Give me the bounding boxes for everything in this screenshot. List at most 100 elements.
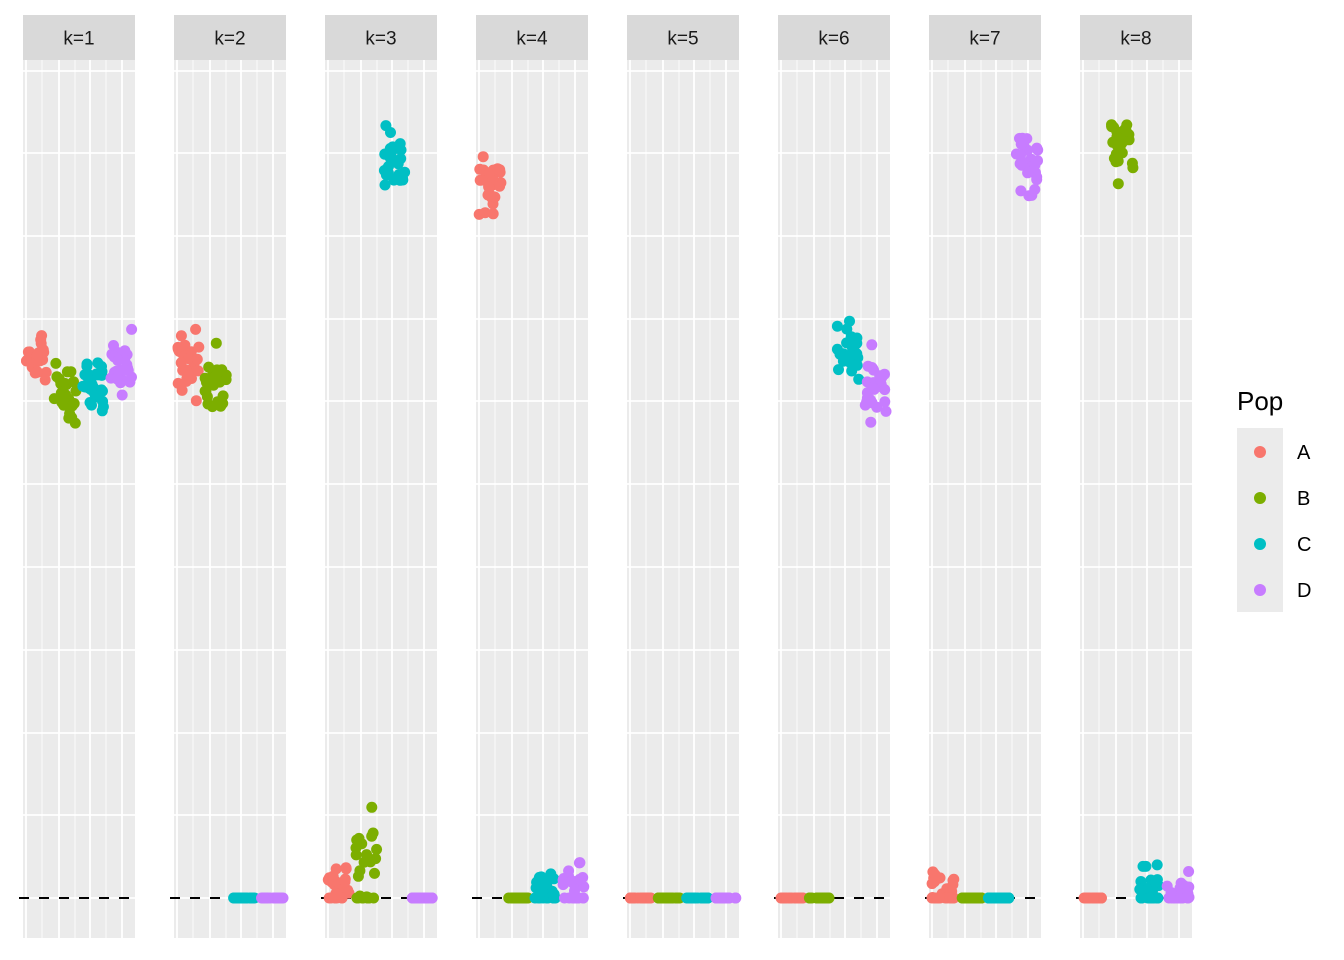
data-point-C bbox=[833, 364, 844, 376]
data-point-C bbox=[399, 166, 411, 178]
panel-background bbox=[23, 60, 135, 938]
data-point-C bbox=[1140, 860, 1152, 872]
panel-background bbox=[325, 60, 437, 938]
data-point-A bbox=[179, 339, 191, 351]
data-point-C bbox=[687, 892, 699, 904]
data-point-C bbox=[378, 165, 390, 176]
facet-strip-label: k=6 bbox=[818, 29, 849, 50]
data-point-B bbox=[206, 401, 218, 413]
data-point-D bbox=[112, 355, 124, 366]
facet-strip-label: k=1 bbox=[63, 29, 94, 50]
data-point-D bbox=[1016, 132, 1028, 144]
data-point-B bbox=[366, 801, 378, 813]
data-point-D bbox=[1029, 159, 1041, 171]
data-point-B bbox=[350, 842, 362, 854]
data-point-A bbox=[477, 151, 489, 163]
data-point-A bbox=[487, 208, 499, 220]
data-point-C bbox=[831, 320, 843, 332]
facet-strip bbox=[929, 15, 1041, 60]
data-point-D bbox=[865, 416, 877, 428]
legend-label-C: C bbox=[1297, 534, 1311, 556]
facet-strip bbox=[325, 15, 437, 60]
panel-background bbox=[778, 60, 890, 938]
data-point-B bbox=[1127, 162, 1139, 174]
data-point-A bbox=[190, 323, 202, 335]
panel-background bbox=[174, 60, 286, 938]
data-point-B bbox=[351, 834, 363, 846]
data-point-C bbox=[395, 144, 407, 156]
data-point-B bbox=[1120, 125, 1132, 137]
data-point-D bbox=[1015, 185, 1027, 197]
data-point-B bbox=[363, 892, 375, 904]
data-point-B bbox=[657, 892, 669, 904]
data-point-B bbox=[56, 391, 68, 403]
data-point-C bbox=[81, 360, 93, 372]
data-point-B bbox=[199, 385, 211, 397]
data-point-D bbox=[859, 399, 871, 411]
data-point-D bbox=[1029, 184, 1041, 195]
data-point-C bbox=[82, 377, 94, 389]
data-point-D bbox=[1175, 877, 1187, 889]
data-point-A bbox=[780, 892, 792, 904]
legend-key-A bbox=[1254, 446, 1266, 458]
data-point-B bbox=[811, 892, 822, 904]
data-point-A bbox=[1088, 892, 1100, 904]
data-point-D bbox=[716, 892, 728, 904]
data-point-D bbox=[111, 371, 123, 383]
data-point-A bbox=[926, 892, 938, 904]
data-point-A bbox=[340, 862, 352, 874]
data-point-A bbox=[625, 892, 637, 904]
data-point-B bbox=[212, 366, 224, 378]
legend-label-A: A bbox=[1297, 442, 1311, 464]
data-point-B bbox=[515, 892, 526, 904]
data-point-B bbox=[367, 827, 379, 839]
data-point-D bbox=[1022, 167, 1034, 179]
data-point-A bbox=[483, 167, 495, 179]
facet-strip-label: k=4 bbox=[516, 29, 548, 50]
data-point-D bbox=[866, 339, 878, 351]
data-point-B bbox=[371, 843, 383, 855]
data-point-C bbox=[983, 892, 995, 904]
facet-strip bbox=[627, 15, 739, 60]
data-point-A bbox=[482, 189, 494, 201]
data-point-D bbox=[407, 892, 419, 904]
data-point-C bbox=[1151, 859, 1163, 871]
data-point-B bbox=[68, 376, 79, 388]
data-point-C bbox=[548, 892, 560, 904]
data-point-C bbox=[96, 384, 107, 396]
facet-strip bbox=[174, 15, 286, 60]
data-point-B bbox=[65, 366, 77, 378]
data-point-C bbox=[701, 892, 713, 904]
data-point-A bbox=[339, 876, 351, 888]
data-point-A bbox=[791, 892, 803, 904]
legend-key-D bbox=[1254, 584, 1266, 596]
data-point-C bbox=[851, 348, 863, 360]
data-point-C bbox=[841, 351, 853, 363]
data-point-D bbox=[1165, 887, 1177, 898]
data-point-B bbox=[352, 870, 364, 882]
data-point-B bbox=[670, 892, 682, 904]
facet-panel-3: k=3 bbox=[321, 15, 438, 938]
data-point-A bbox=[325, 892, 337, 904]
panel-background bbox=[627, 60, 739, 938]
data-point-C bbox=[379, 148, 391, 160]
data-point-D bbox=[879, 396, 891, 408]
data-point-D bbox=[879, 384, 891, 396]
data-point-D bbox=[116, 389, 128, 401]
data-point-B bbox=[970, 892, 982, 904]
data-point-B bbox=[203, 361, 215, 373]
data-point-C bbox=[395, 153, 407, 165]
data-point-A bbox=[175, 330, 187, 342]
data-point-B bbox=[1108, 152, 1120, 164]
data-point-A bbox=[330, 863, 342, 875]
data-point-C bbox=[388, 174, 400, 186]
data-point-B bbox=[199, 372, 211, 384]
data-point-D bbox=[866, 362, 878, 373]
data-point-C bbox=[385, 127, 396, 138]
facet-strip-label: k=5 bbox=[667, 29, 698, 50]
legend-key-C bbox=[1254, 538, 1266, 550]
data-point-D bbox=[1015, 149, 1026, 161]
data-point-B bbox=[50, 357, 62, 369]
data-point-C bbox=[853, 373, 865, 385]
